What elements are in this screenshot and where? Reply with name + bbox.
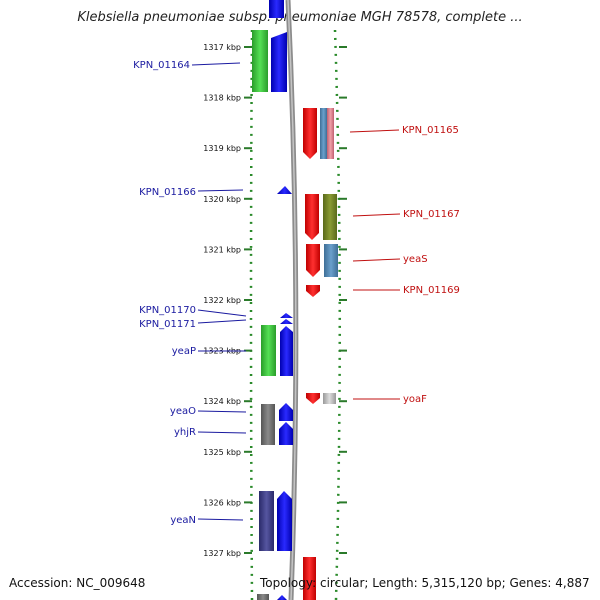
gene-KPN_01171[interactable] (280, 319, 293, 324)
tick-label: 1317 kbp (203, 43, 241, 52)
topology-label: Topology: circular; Length: 5,315,120 bp… (260, 576, 590, 590)
gene-top-blue[interactable] (269, 0, 284, 18)
forward-strand-genes (252, 0, 293, 600)
label-KPN_01169[interactable]: KPN_01169 (403, 285, 460, 296)
gene-yoaF-light[interactable] (323, 393, 336, 404)
gene-KPN_01165-steel[interactable] (320, 108, 327, 159)
gene-bottom-gray[interactable] (257, 594, 269, 600)
gene-KPN_01170[interactable] (280, 313, 293, 318)
gene-bottom-blue[interactable] (277, 595, 287, 600)
gene-KPN_01169[interactable] (306, 285, 320, 297)
label-KPN_01164[interactable]: KPN_01164 (133, 60, 190, 71)
right-gene-labels: KPN_01165 KPN_01167 yeaS KPN_01169 yoaF (402, 125, 460, 405)
tick-label: 1325 kbp (203, 448, 241, 457)
gene-KPN_01165-pink[interactable] (327, 108, 334, 159)
label-KPN_01166[interactable]: KPN_01166 (139, 187, 196, 198)
tick-label: 1321 kbp (203, 245, 241, 254)
tick-label: 1322 kbp (203, 296, 241, 305)
gene-KPN_01166[interactable] (277, 186, 292, 194)
gene-yeaS-red[interactable] (306, 244, 320, 277)
gene-yeaP-blue[interactable] (280, 326, 293, 376)
right-track-line (333, 29, 342, 600)
left-track-line (249, 29, 254, 600)
label-yoaF[interactable]: yoaF (403, 394, 427, 405)
left-connectors (191, 62, 247, 521)
accession-label: Accession: NC_009648 (9, 576, 146, 590)
reverse-strand-genes (303, 108, 338, 600)
gene-KPN_01164-green[interactable] (252, 30, 268, 92)
label-yeaO[interactable]: yeaO (170, 406, 196, 417)
label-KPN_01167[interactable]: KPN_01167 (403, 209, 460, 220)
tick-label: 1324 kbp (203, 397, 241, 406)
tick-label: 1318 kbp (203, 94, 241, 103)
gene-yeaP-green[interactable] (261, 325, 276, 376)
label-KPN_01170[interactable]: KPN_01170 (139, 305, 196, 316)
map-title: Klebsiella pneumoniae subsp. pneumoniae … (77, 10, 523, 25)
gene-KPN_01165-red[interactable] (303, 108, 317, 159)
gene-yeaS-steel[interactable] (324, 244, 338, 277)
label-yeaN[interactable]: yeaN (170, 515, 196, 526)
label-KPN_01171[interactable]: KPN_01171 (139, 319, 196, 330)
gene-KPN_01164-blue[interactable] (271, 32, 287, 92)
gene-yoaF-red[interactable] (306, 393, 320, 404)
gene-bottom-red[interactable] (303, 557, 316, 600)
gene-yeaO-blue[interactable] (279, 403, 293, 421)
gene-yeaO-gray[interactable] (261, 404, 275, 445)
gene-yeaN-blue[interactable] (277, 491, 292, 551)
right-connectors (349, 129, 401, 400)
gene-KPN_01167-red[interactable] (305, 194, 319, 240)
tick-label: 1320 kbp (203, 195, 241, 204)
label-yhjR[interactable]: yhjR (174, 427, 196, 438)
gene-yhjR-blue[interactable] (279, 422, 293, 445)
gene-KPN_01167-olive[interactable] (323, 194, 337, 240)
gene-yeaN-indigo[interactable] (259, 491, 274, 551)
label-yeaS[interactable]: yeaS (403, 254, 428, 265)
label-KPN_01165[interactable]: KPN_01165 (402, 125, 459, 136)
left-gene-labels: KPN_01164 KPN_01166 KPN_01170 KPN_01171 … (133, 60, 196, 526)
label-yeaP[interactable]: yeaP (172, 346, 196, 357)
tick-label: 1327 kbp (203, 549, 241, 558)
tick-label: 1326 kbp (203, 498, 241, 507)
tick-label: 1319 kbp (203, 144, 241, 153)
